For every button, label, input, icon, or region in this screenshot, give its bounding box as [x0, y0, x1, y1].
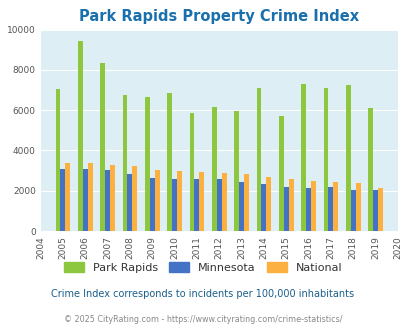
Bar	[65, 163, 70, 231]
Bar	[310, 181, 315, 231]
Bar	[149, 178, 154, 231]
Text: © 2025 CityRating.com - https://www.cityrating.com/crime-statistics/: © 2025 CityRating.com - https://www.city…	[64, 315, 341, 324]
Bar	[283, 187, 288, 231]
Bar	[145, 97, 149, 231]
Bar	[154, 170, 159, 231]
Text: Crime Index corresponds to incidents per 100,000 inhabitants: Crime Index corresponds to incidents per…	[51, 289, 354, 299]
Bar	[127, 174, 132, 231]
Bar	[345, 85, 350, 231]
Bar	[234, 111, 239, 231]
Bar	[211, 107, 216, 231]
Bar	[367, 108, 372, 231]
Bar	[372, 190, 377, 231]
Bar	[239, 182, 243, 231]
Bar	[60, 169, 65, 231]
Bar	[301, 84, 305, 231]
Bar	[132, 166, 137, 231]
Bar	[350, 190, 355, 231]
Legend: Park Rapids, Minnesota, National: Park Rapids, Minnesota, National	[59, 258, 346, 278]
Bar	[355, 183, 360, 231]
Bar	[78, 41, 83, 231]
Bar	[305, 188, 310, 231]
Bar	[377, 188, 382, 231]
Bar	[216, 179, 221, 231]
Bar	[288, 179, 293, 231]
Bar	[266, 177, 271, 231]
Title: Park Rapids Property Crime Index: Park Rapids Property Crime Index	[79, 9, 358, 24]
Bar	[261, 184, 266, 231]
Bar	[83, 169, 87, 231]
Bar	[105, 170, 110, 231]
Bar	[278, 116, 283, 231]
Bar	[177, 171, 181, 231]
Bar	[100, 63, 105, 231]
Bar	[172, 179, 177, 231]
Bar	[122, 95, 127, 231]
Bar	[87, 163, 92, 231]
Bar	[243, 174, 248, 231]
Bar	[189, 113, 194, 231]
Bar	[55, 89, 60, 231]
Bar	[323, 88, 328, 231]
Bar	[256, 88, 261, 231]
Bar	[328, 187, 333, 231]
Bar	[167, 93, 172, 231]
Bar	[199, 172, 204, 231]
Bar	[110, 165, 115, 231]
Bar	[333, 182, 337, 231]
Bar	[194, 179, 199, 231]
Bar	[221, 173, 226, 231]
